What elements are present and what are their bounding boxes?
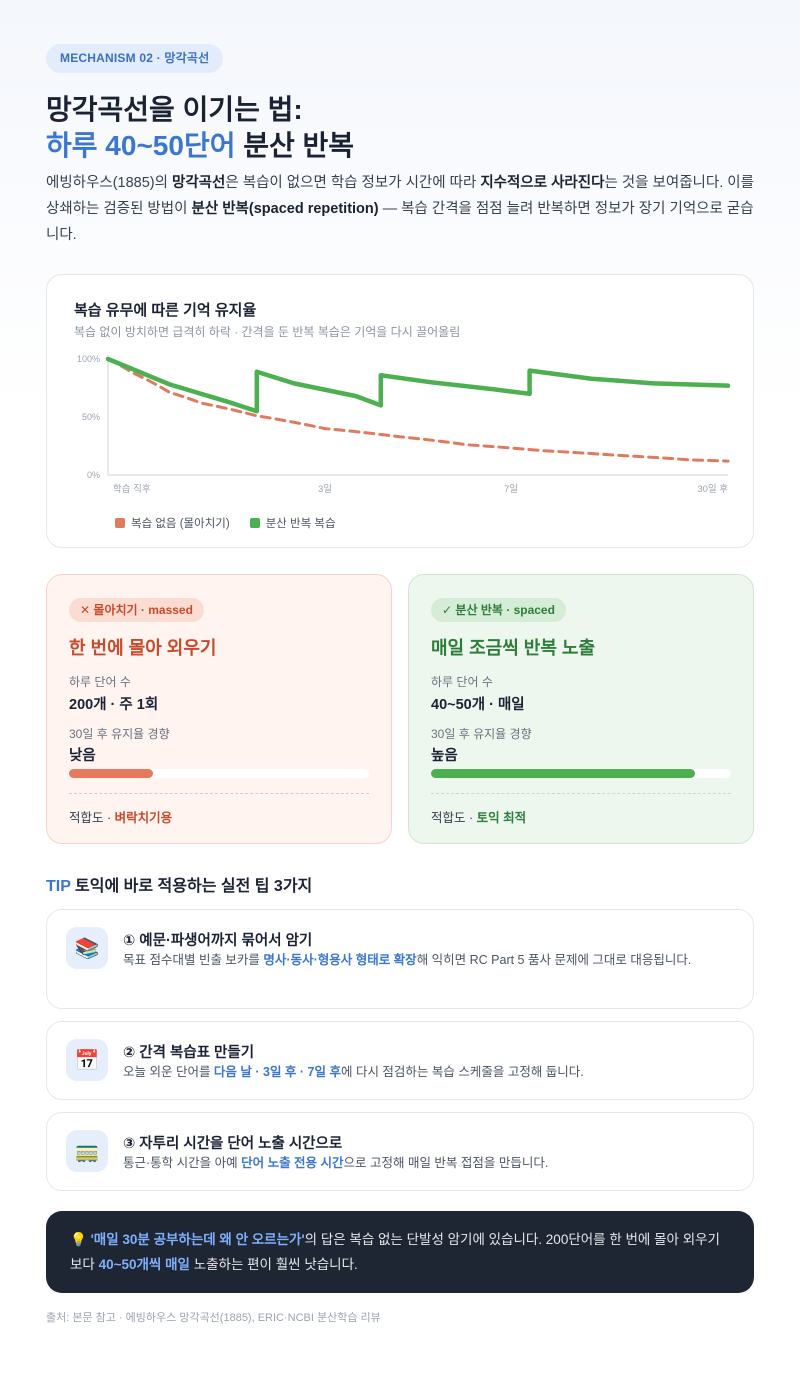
trend-label: 30일 후 유지율 경향 — [431, 727, 532, 741]
trend-label: 30일 후 유지율 경향 — [69, 727, 170, 741]
tip-card: 📅 ② 간격 복습표 만들기 오늘 외운 단어를 다음 날 · 3일 후 · 7… — [46, 1021, 754, 1100]
tip-description: 통근·통학 시간을 아예 단어 노출 전용 시간으로 고정해 매일 반복 접점을… — [123, 1152, 733, 1174]
callout-text: 노출하는 편이 훨씬 낫습니다. — [189, 1257, 358, 1272]
title-line-2: 하루 40~50단어 분산 반복 — [46, 128, 354, 164]
series-no-review-line — [106, 357, 730, 463]
tips-heading-text: 토익에 바로 적용하는 실전 팁 3가지 — [70, 878, 313, 895]
tip-text: 오늘 외운 단어를 — [123, 1065, 214, 1079]
retention-bar — [431, 769, 731, 778]
callout-highlight: '매일 30분 공부하는데 왜 안 오르는가' — [90, 1232, 305, 1247]
intro-bold: 지수적으로 사라진다 — [480, 175, 605, 191]
callout-highlight: 40~50개씩 매일 — [98, 1257, 190, 1272]
tips-heading: TIP 토익에 바로 적용하는 실전 팁 3가지 — [46, 872, 312, 896]
x-tick-label: 3일 — [318, 484, 332, 495]
callout-text: 의 답은 복습 없는 단발성 암기에 있습니다. 200단어를 한 번에 몰아 … — [70, 1232, 720, 1272]
divider — [69, 793, 369, 794]
intro-bold: 망각곡선 — [171, 175, 226, 191]
y-tick-label: 100% — [77, 354, 100, 364]
x-icon: ✕ — [80, 603, 91, 617]
fit-label: 적합도 · — [431, 811, 477, 825]
source-note: 출처: 본문 참고 · 에빙하우스 망각곡선(1885), ERIC·NCBI … — [46, 1312, 381, 1324]
check-icon: ✓ — [442, 603, 453, 617]
x-tick-label: 7일 — [504, 484, 518, 495]
pill-label: 분산 반복 · spaced — [455, 603, 555, 617]
words-value: 40~50개 · 매일 — [431, 697, 525, 713]
tips-tag: TIP — [46, 878, 71, 895]
trend-value: 낮음 — [69, 748, 96, 764]
massed-card: ✕ 몰아치기 · massed 한 번에 몰아 외우기 하루 단어 수 200개… — [46, 574, 392, 844]
tip-text: 통근·통학 시간을 아예 — [123, 1156, 242, 1170]
intro-paragraph: 에빙하우스(1885)의 망각곡선은 복습이 없으면 학습 정보가 시간에 따라… — [46, 170, 754, 248]
title-line-1: 망각곡선을 이기는 법: — [46, 94, 303, 125]
page-title: 망각곡선을 이기는 법: 하루 40~50단어 분산 반복 — [46, 92, 354, 164]
words-value: 200개 · 주 1회 — [69, 697, 159, 713]
section-badge: MECHANISM 02 · 망각곡선 — [46, 44, 224, 73]
intro-bold: 분산 반복(spaced repetition) — [191, 201, 379, 217]
fit-row: 적합도 · 토익 최적 — [431, 807, 526, 826]
legend-label: 분산 반복 복습 — [265, 518, 336, 530]
pill-label: 몰아치기 · massed — [93, 603, 193, 617]
spaced-title: 매일 조금씩 반복 노출 — [431, 638, 596, 658]
intro-text: — 복습 간격을 점점 늘려 반복하면 정보가 장기 기억으로 굳습니다. — [46, 201, 754, 243]
tip-description: 오늘 외운 단어를 다음 날 · 3일 후 · 7일 후에 다시 점검하는 복습… — [123, 1061, 733, 1083]
trend-value: 높음 — [431, 748, 458, 764]
chart-subtitle: 복습 없이 방치하면 급격히 하락 · 간격을 둔 반복 복습은 기억을 다시 … — [74, 325, 461, 339]
chart-legend: 복습 없음 (몰아치기) 분산 반복 복습 — [115, 515, 336, 531]
tip-card: 🚃 ③ 자투리 시간을 단어 노출 시간으로 통근·통학 시간을 아예 단어 노… — [46, 1112, 754, 1191]
calendar-icon: 📅 — [66, 1039, 108, 1081]
massed-title: 한 번에 몰아 외우기 — [69, 638, 217, 658]
train-icon: 🚃 — [66, 1130, 108, 1172]
tip-highlight: 명사·동사·형용사 형태로 확장 — [263, 953, 417, 967]
fit-row: 적합도 · 벼락치기용 — [69, 807, 172, 826]
divider — [431, 793, 731, 794]
tip-highlight: 단어 노출 전용 시간 — [241, 1156, 344, 1170]
legend-item: 분산 반복 복습 — [249, 515, 336, 531]
series-spaced-line — [105, 356, 731, 414]
chart-title: 복습 유무에 따른 기억 유지율 — [74, 302, 257, 319]
fit-label: 적합도 · — [69, 811, 115, 825]
legend-item: 복습 없음 (몰아치기) — [115, 515, 230, 531]
massed-pill: ✕ 몰아치기 · massed — [69, 598, 204, 622]
summary-callout: 💡 '매일 30분 공부하는데 왜 안 오르는가'의 답은 복습 없는 단발성 … — [46, 1211, 754, 1293]
title-highlight: 하루 40~50단어 — [46, 130, 236, 161]
fit-value: 토익 최적 — [476, 811, 527, 825]
x-tick-label: 학습 직후 — [113, 484, 151, 495]
tip-title: ③ 자투리 시간을 단어 노출 시간으로 — [123, 1136, 343, 1152]
y-tick-label: 50% — [82, 412, 100, 422]
retention-line-chart: 100% 50% 0% 학습 직후 3일 7일 30일 후 — [77, 354, 731, 495]
words-label: 하루 단어 수 — [69, 675, 131, 689]
retention-bar — [69, 769, 369, 778]
tip-description: 목표 점수대별 빈출 보카를 명사·동사·형용사 형태로 확장해 익히면 RC … — [123, 949, 733, 971]
tip-text: 목표 점수대별 빈출 보카를 — [123, 953, 264, 967]
spaced-pill: ✓ 분산 반복 · spaced — [431, 598, 566, 622]
books-icon: 📚 — [66, 927, 108, 969]
title-rest: 분산 반복 — [235, 130, 355, 161]
tip-highlight: 다음 날 · 3일 후 · 7일 후 — [213, 1065, 341, 1079]
tip-text: 해 익히면 RC Part 5 품사 문제에 그대로 대응됩니다. — [416, 953, 692, 967]
legend-swatch — [115, 518, 125, 528]
intro-text: 에빙하우스(1885)의 — [46, 175, 172, 191]
tip-title: ① 예문·파생어까지 묶어서 암기 — [123, 933, 313, 949]
tip-title: ② 간격 복습표 만들기 — [123, 1045, 255, 1061]
tip-text: 으로 고정해 매일 반복 접점을 만듭니다. — [343, 1156, 549, 1170]
legend-label: 복습 없음 (몰아치기) — [131, 518, 230, 530]
lightbulb-icon: 💡 — [70, 1232, 87, 1247]
legend-swatch — [249, 518, 260, 528]
tip-card: 📚 ① 예문·파생어까지 묶어서 암기 목표 점수대별 빈출 보카를 명사·동사… — [46, 909, 754, 1009]
spaced-card: ✓ 분산 반복 · spaced 매일 조금씩 반복 노출 하루 단어 수 40… — [408, 574, 754, 844]
retention-bar-fill — [69, 769, 153, 778]
y-tick-label: 0% — [87, 470, 100, 480]
intro-text: 는 것을 보여줍니다. 이를 상쇄하는 검증된 방법이 — [46, 175, 754, 217]
intro-text: 은 복습이 없으면 학습 정보가 시간에 따라 — [225, 175, 481, 191]
x-tick-label: 30일 후 — [697, 484, 728, 495]
words-label: 하루 단어 수 — [431, 675, 493, 689]
fit-value: 벼락치기용 — [114, 811, 173, 825]
tip-text: 에 다시 점검하는 복습 스케줄을 고정해 둡니다. — [340, 1065, 584, 1079]
retention-bar-fill — [431, 769, 695, 778]
retention-chart-card: 복습 유무에 따른 기억 유지율 복습 없이 방치하면 급격히 하락 · 간격을… — [46, 274, 754, 548]
